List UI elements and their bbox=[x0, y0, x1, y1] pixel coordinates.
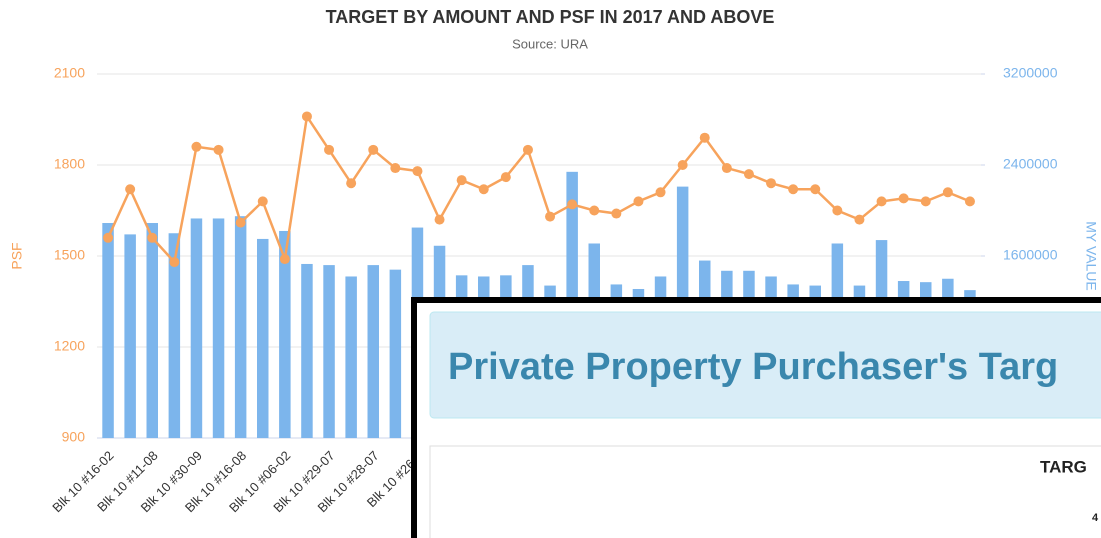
bar bbox=[323, 265, 335, 438]
point bbox=[456, 175, 467, 186]
point bbox=[191, 141, 202, 152]
point bbox=[766, 178, 777, 189]
point bbox=[301, 111, 312, 122]
point bbox=[500, 172, 511, 183]
point bbox=[964, 196, 975, 207]
y-tick-label: 1200 bbox=[54, 338, 85, 354]
point bbox=[103, 232, 114, 243]
y2-axis-title: MY VALUE bbox=[1083, 221, 1099, 291]
y-tick-label: 1800 bbox=[54, 156, 85, 172]
point bbox=[655, 187, 666, 198]
point bbox=[147, 232, 158, 243]
point bbox=[368, 144, 379, 155]
point bbox=[324, 144, 335, 155]
point bbox=[633, 196, 644, 207]
point bbox=[235, 217, 246, 228]
chart-title: TARGET BY AMOUNT AND PSF IN 2017 AND ABO… bbox=[326, 7, 775, 27]
point bbox=[589, 205, 600, 216]
y2-tick-label: 1600000 bbox=[1003, 247, 1058, 263]
heading-panel bbox=[429, 311, 1101, 419]
table-cell: 4 bbox=[1092, 512, 1099, 524]
point bbox=[743, 169, 754, 180]
chart-subtitle: Source: URA bbox=[512, 36, 588, 51]
bar bbox=[279, 230, 291, 438]
point bbox=[567, 199, 578, 210]
bar bbox=[234, 216, 247, 438]
overlay-window: Private Property Purchaser's Targ TARG 4 bbox=[411, 297, 1101, 538]
bar bbox=[345, 276, 357, 438]
bar bbox=[102, 223, 114, 438]
y-axis-title: PSF bbox=[9, 242, 25, 269]
point bbox=[721, 163, 732, 174]
table-title: TARG bbox=[1040, 457, 1087, 476]
point bbox=[898, 193, 909, 204]
point bbox=[169, 257, 180, 268]
y2-tick-label: 2400000 bbox=[1003, 156, 1058, 172]
point bbox=[390, 163, 401, 174]
point bbox=[522, 144, 533, 155]
point bbox=[876, 196, 887, 207]
bar bbox=[168, 233, 181, 438]
bar bbox=[367, 265, 379, 438]
point bbox=[788, 184, 799, 195]
point bbox=[545, 211, 556, 222]
point bbox=[611, 208, 622, 219]
point bbox=[478, 184, 489, 195]
bar bbox=[190, 218, 203, 438]
bar bbox=[146, 223, 158, 438]
point bbox=[279, 254, 290, 265]
point bbox=[854, 214, 865, 225]
line bbox=[106, 113, 971, 265]
bar bbox=[257, 238, 269, 438]
point bbox=[832, 205, 843, 216]
table-panel bbox=[429, 445, 1101, 538]
point bbox=[920, 196, 931, 207]
bar bbox=[212, 218, 225, 438]
point bbox=[257, 196, 268, 207]
point bbox=[125, 184, 136, 195]
point bbox=[699, 132, 710, 143]
bar bbox=[301, 263, 313, 438]
point bbox=[412, 166, 423, 177]
point bbox=[810, 184, 821, 195]
point bbox=[213, 144, 224, 155]
point bbox=[942, 187, 953, 198]
y-tick-label: 900 bbox=[62, 429, 86, 445]
bar bbox=[124, 234, 136, 438]
y-tick-label: 1500 bbox=[54, 247, 85, 263]
y2-tick-label: 3200000 bbox=[1003, 65, 1058, 81]
heading: Private Property Purchaser's Targ bbox=[448, 346, 1058, 388]
y-tick-label: 2100 bbox=[54, 65, 85, 81]
point bbox=[346, 178, 357, 189]
bar bbox=[389, 269, 402, 438]
point bbox=[677, 160, 688, 170]
point bbox=[434, 214, 445, 225]
